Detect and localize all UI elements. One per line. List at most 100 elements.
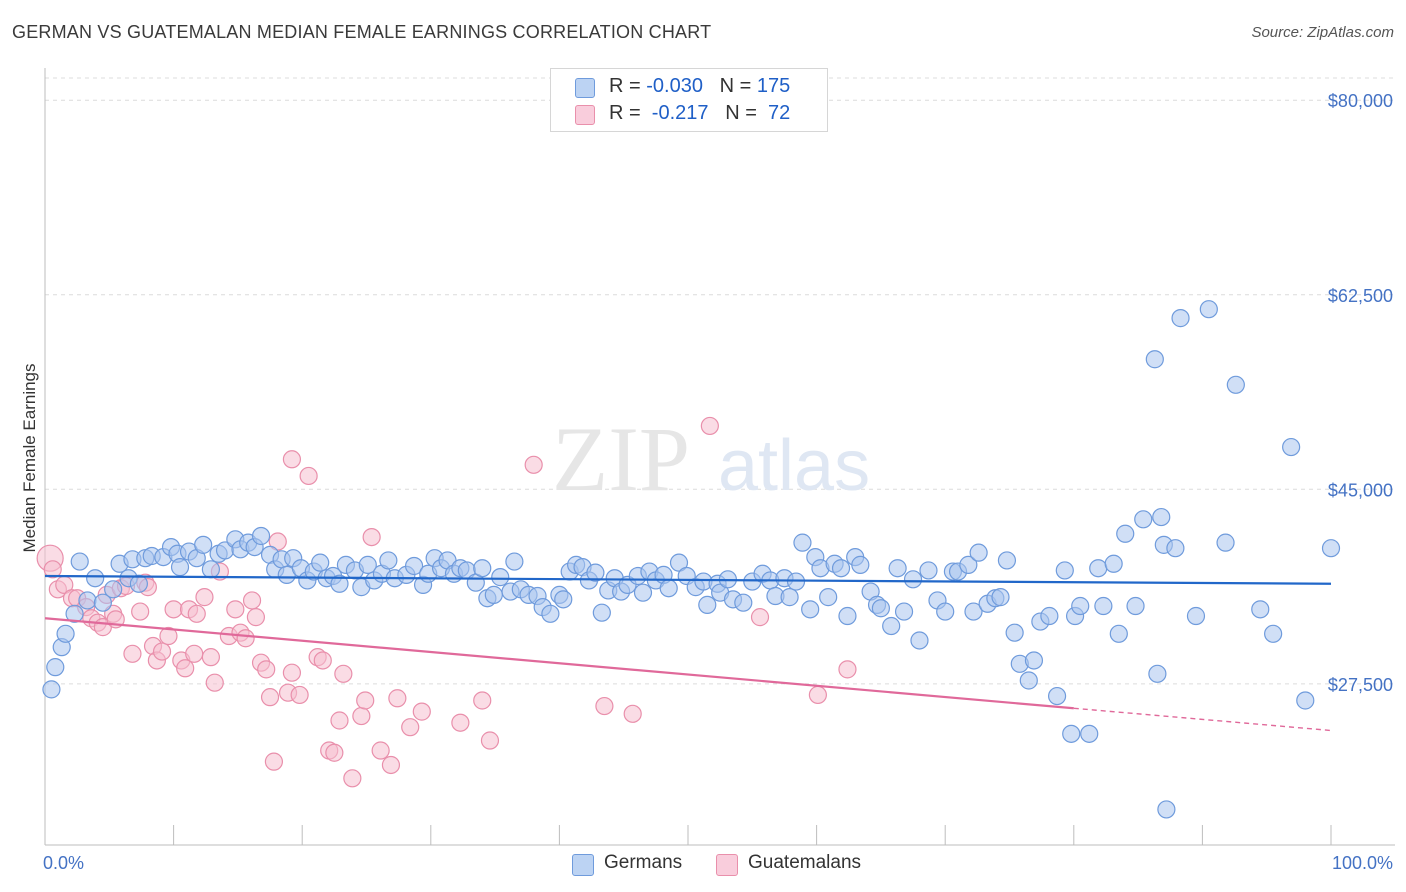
german-point	[801, 600, 820, 619]
german-point	[1171, 309, 1190, 328]
german-point	[831, 559, 851, 578]
guatemalan-point	[152, 642, 172, 661]
guatemalan-point	[264, 752, 284, 771]
german-point	[404, 556, 424, 576]
guatemalan-point	[623, 704, 642, 723]
german-point	[1264, 624, 1283, 643]
guatemalan-point	[334, 664, 353, 683]
german-point	[1148, 664, 1167, 683]
german-point	[1040, 606, 1059, 626]
guatemalan-point	[352, 706, 371, 726]
watermark: ZIP atlas	[552, 408, 870, 510]
guatemalan-point	[195, 588, 214, 607]
german-point	[1296, 691, 1315, 710]
german-point	[330, 574, 349, 593]
guatemalan-point	[451, 713, 470, 732]
german-point	[104, 580, 123, 599]
german-point	[56, 624, 75, 643]
german-point	[936, 602, 955, 621]
guatemalans-points	[36, 416, 857, 788]
guatemalan-point	[268, 532, 287, 551]
legend-n-label: N =	[725, 102, 763, 124]
guatemalan-point	[595, 696, 614, 716]
german-point	[358, 555, 377, 574]
y-tick-label: $80,000	[1328, 91, 1393, 111]
guatemalan-point	[246, 608, 266, 627]
guatemalan-point	[838, 660, 857, 679]
german-point	[1005, 623, 1024, 642]
guatemalan-point	[242, 591, 262, 610]
german-point	[1166, 539, 1185, 558]
german-point	[1226, 375, 1245, 394]
guatemalan-point	[164, 600, 183, 619]
guatemalans-trend-line	[44, 617, 1074, 710]
legend-r-value-germans: -0.030	[646, 75, 703, 97]
guatemalan-point	[299, 466, 318, 486]
german-point	[633, 583, 653, 602]
german-point	[1019, 671, 1038, 690]
guatemalan-point	[356, 691, 375, 710]
german-point	[70, 552, 89, 571]
guatemalan-point	[362, 527, 381, 547]
german-point	[1145, 350, 1164, 369]
guatemalan-point	[325, 743, 344, 762]
german-point	[86, 569, 105, 588]
guatemalan-point	[257, 660, 276, 679]
german-point	[734, 593, 753, 612]
german-point	[379, 551, 398, 570]
german-point	[1109, 624, 1128, 643]
guatemalan-point	[260, 688, 280, 707]
german-point	[505, 552, 524, 571]
legend-n-value-guatemalans: 72	[762, 102, 791, 124]
german-point	[698, 595, 717, 614]
german-point	[1199, 300, 1218, 319]
x-tick-label-min: 0.0%	[43, 853, 84, 873]
german-point	[903, 570, 923, 589]
german-point	[201, 560, 220, 579]
axes-layer: $27,500 $45,000 $62,500 $80,000 0.0% 100.0%	[43, 68, 1395, 873]
guatemalan-point	[159, 626, 178, 646]
guatemalan-point	[343, 769, 362, 788]
guatemalan-point	[381, 755, 401, 775]
germans-swatch-icon	[572, 854, 594, 876]
german-point	[1047, 686, 1067, 706]
x-tick-label-max: 100.0%	[1332, 853, 1393, 873]
guatemalan-point	[401, 718, 420, 737]
german-point	[251, 526, 271, 546]
source-label: Source: ZipAtlas.com	[1251, 24, 1394, 41]
german-point	[838, 606, 857, 626]
guatemalans-trend-extension	[1073, 707, 1332, 732]
y-tick-label: $27,500	[1328, 675, 1393, 695]
german-point	[882, 616, 901, 636]
trend-lines	[44, 574, 1332, 732]
german-point	[129, 574, 148, 593]
german-point	[1080, 724, 1099, 743]
guatemalan-point	[282, 663, 302, 682]
german-point	[170, 558, 190, 577]
german-point	[894, 602, 914, 621]
guatemalan-point	[290, 685, 309, 705]
guatemalan-point	[123, 644, 142, 663]
watermark-zip: ZIP	[552, 408, 690, 510]
german-point	[659, 579, 678, 598]
german-point	[592, 603, 611, 622]
guatemalan-point	[176, 659, 195, 678]
german-point	[819, 588, 838, 607]
guatemalan-point	[700, 416, 719, 436]
german-point	[851, 555, 870, 574]
german-point	[1116, 524, 1135, 543]
legend-n-label: N =	[719, 75, 757, 97]
guatemalan-point	[236, 629, 255, 648]
german-point	[1094, 596, 1113, 616]
german-point	[871, 599, 891, 618]
german-point	[1071, 596, 1090, 616]
german-point	[1055, 561, 1074, 580]
guatemalan-point	[226, 600, 245, 619]
german-point	[484, 585, 503, 604]
german-point	[42, 680, 61, 699]
correlation-legend: R = -0.030 N = 175 R = -0.217 N = 72	[550, 68, 828, 132]
guatemalan-point	[808, 685, 827, 705]
guatemalan-point	[205, 673, 224, 692]
germans-points	[42, 300, 1341, 819]
